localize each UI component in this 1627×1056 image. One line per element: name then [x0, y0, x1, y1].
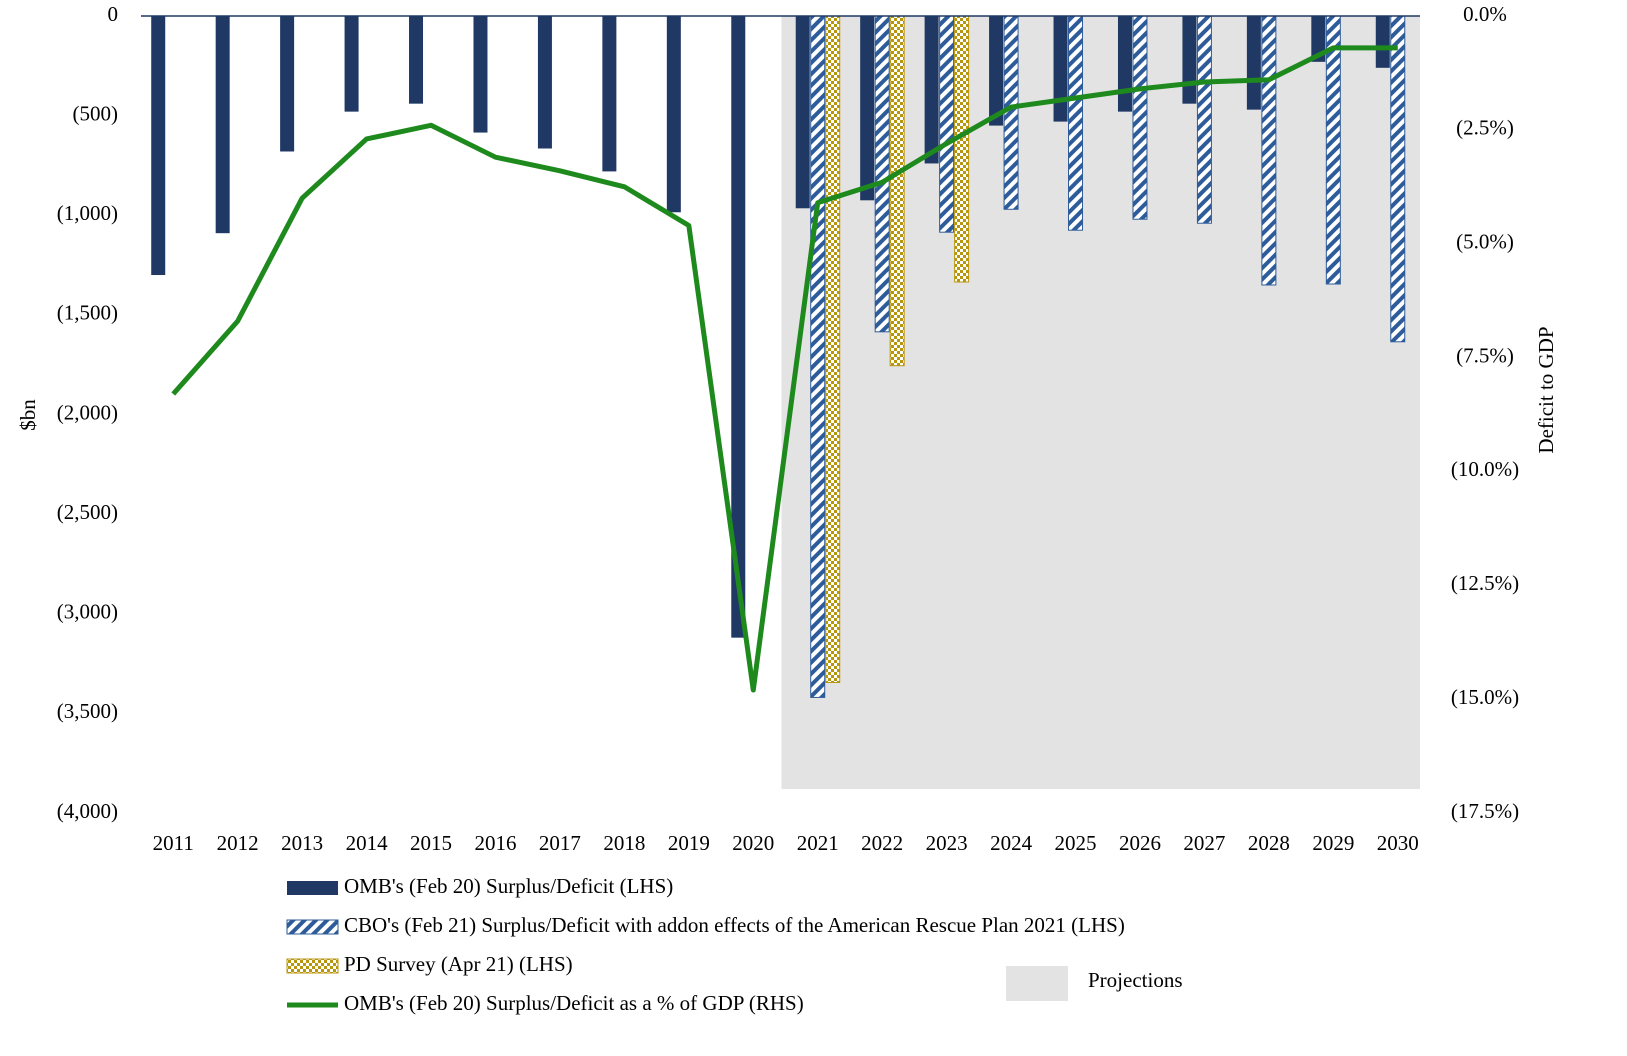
- y2-tick-label: (7.5%): [1456, 343, 1514, 367]
- y-tick-label: 0: [108, 2, 119, 26]
- y2-tick-label: (5.0%): [1456, 230, 1514, 254]
- bar: [151, 16, 166, 276]
- x-tick-label: 2021: [797, 831, 839, 855]
- bar: [215, 16, 230, 234]
- y-tick-label: (2,000): [57, 400, 118, 424]
- legend-swatch: [286, 958, 339, 974]
- y2-tick-label: (15.0%): [1451, 685, 1519, 709]
- y-tick-label: (2,500): [57, 500, 118, 524]
- bar: [537, 16, 552, 149]
- y-tick-label: (1,000): [57, 201, 118, 225]
- legend-swatch: [286, 919, 339, 935]
- x-tick-label: 2015: [410, 831, 452, 855]
- bar: [1390, 15, 1406, 343]
- x-tick-label: 2013: [281, 831, 323, 855]
- x-tick-label: 2026: [1119, 831, 1161, 855]
- bar: [473, 16, 488, 133]
- x-tick-label: 2024: [990, 831, 1033, 855]
- bar: [1182, 16, 1197, 104]
- bar: [1325, 15, 1341, 285]
- y2-tick-label: (2.5%): [1456, 116, 1514, 140]
- y2-tick-label: (12.5%): [1451, 571, 1519, 595]
- bar: [666, 16, 681, 213]
- y2-axis-title: Deficit to GDP: [1534, 326, 1558, 453]
- legend-label: Projections: [1088, 968, 1183, 992]
- bar: [825, 15, 841, 683]
- x-tick-label: 2030: [1377, 831, 1419, 855]
- bar: [1375, 16, 1390, 68]
- line-series: [171, 45, 1398, 693]
- x-tick-label: 2017: [539, 831, 581, 855]
- y2-tick-label: (10.0%): [1451, 457, 1519, 481]
- bar: [1261, 15, 1277, 286]
- y-tick-label: (1,500): [57, 301, 118, 325]
- bar: [874, 15, 890, 333]
- bar: [344, 16, 359, 112]
- y-tick-label: (3,500): [57, 699, 118, 723]
- bar: [810, 15, 826, 698]
- legend-label: CBO's (Feb 21) Surplus/Deficit with addo…: [344, 913, 1125, 937]
- bar: [1068, 15, 1084, 231]
- y2-tick-label: 0.0%: [1463, 2, 1507, 26]
- bar: [889, 15, 905, 367]
- x-tick-label: 2025: [1055, 831, 1097, 855]
- y-tick-label: (3,000): [57, 600, 118, 624]
- bar: [602, 16, 617, 172]
- legend-label: OMB's (Feb 20) Surplus/Deficit (LHS): [344, 874, 673, 898]
- bar: [731, 16, 746, 638]
- bar: [954, 15, 970, 283]
- x-tick-label: 2023: [926, 831, 968, 855]
- bar: [939, 15, 955, 233]
- x-tick-label: 2018: [603, 831, 645, 855]
- legend-swatch: [287, 881, 338, 895]
- y2-tick-label: (17.5%): [1451, 799, 1519, 823]
- bar: [924, 16, 939, 164]
- bar: [989, 16, 1004, 126]
- bar: [1196, 15, 1212, 224]
- y-tick-label: (500): [73, 101, 119, 125]
- x-tick-label: 2027: [1183, 831, 1225, 855]
- bar: [1246, 16, 1261, 110]
- bar: [795, 16, 810, 209]
- legend-label: PD Survey (Apr 21) (LHS): [344, 952, 573, 976]
- bar: [1053, 16, 1068, 122]
- x-tick-label: 2016: [474, 831, 516, 855]
- bar: [860, 16, 875, 201]
- bar: [409, 16, 424, 104]
- bar: [280, 16, 295, 152]
- bar: [1311, 16, 1326, 62]
- x-tick-label: 2014: [346, 831, 389, 855]
- x-tick-label: 2012: [217, 831, 259, 855]
- legend-swatch: [1006, 966, 1068, 1001]
- bar: [1132, 15, 1148, 220]
- y-axis-title: $bn: [16, 399, 40, 431]
- y-tick-label: (4,000): [57, 799, 118, 823]
- x-tick-label: 2022: [861, 831, 903, 855]
- x-tick-label: 2019: [668, 831, 710, 855]
- x-tick-label: 2029: [1312, 831, 1354, 855]
- legend-label: OMB's (Feb 20) Surplus/Deficit as a % of…: [344, 991, 804, 1015]
- bar: [1117, 16, 1132, 112]
- x-tick-label: 2028: [1248, 831, 1290, 855]
- x-tick-label: 2011: [153, 831, 194, 855]
- x-tick-label: 2020: [732, 831, 774, 855]
